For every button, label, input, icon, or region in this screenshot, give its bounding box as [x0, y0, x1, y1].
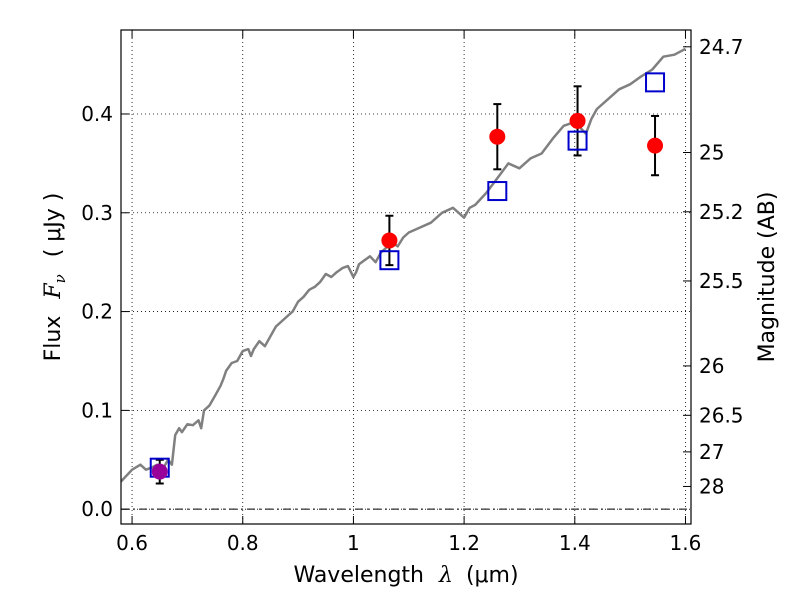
grid-lines — [121, 30, 691, 524]
observed-photometry-point — [381, 232, 398, 249]
x-axis-label-text: Wavelength — [293, 563, 424, 588]
magnitude-tick-label: 25.2 — [699, 200, 744, 224]
model-photometry-square — [567, 130, 588, 151]
observed-photometry-point — [151, 463, 168, 480]
y-tick-label: 0.0 — [81, 497, 113, 521]
y-tick-label: 0.3 — [81, 201, 113, 225]
y-axis-label-unit: ( μJy ) — [41, 193, 66, 258]
observed-photometry-point — [647, 137, 664, 154]
model-photometry-square — [645, 72, 666, 93]
y-tick-label: 0.4 — [81, 102, 113, 126]
magnitude-tick-label: 28 — [699, 474, 724, 498]
observed-photometry-point — [489, 128, 506, 145]
x-axis-label: Wavelength λ (μm) — [293, 563, 518, 588]
x-tick-label: 1.2 — [448, 531, 480, 555]
x-axis-label-unit: (μm) — [466, 563, 519, 588]
error-bars — [155, 85, 660, 485]
magnitude-tick-label: 26 — [699, 354, 724, 378]
x-tick-label: 1.6 — [670, 531, 702, 555]
magnitude-tick-label: 25 — [699, 141, 724, 165]
x-axis-label-symbol: λ — [438, 563, 453, 588]
magnitude-axis-label: Magnitude (AB) — [755, 192, 780, 363]
x-tick-label: 1 — [347, 531, 360, 555]
x-tick-label: 0.8 — [227, 531, 259, 555]
y-axis-label-text: Flux — [41, 316, 66, 362]
magnitude-tick-label: 24.7 — [699, 35, 744, 59]
y-axis-label: Flux Fν ( μJy ) — [41, 193, 71, 362]
magnitude-tick-label: 26.5 — [699, 403, 744, 427]
plot-frame — [120, 29, 692, 525]
magnitude-tick-label: 25.5 — [699, 269, 744, 293]
model-spectrum-line — [121, 47, 687, 483]
model-photometry-square — [379, 250, 400, 271]
x-tick-label: 0.6 — [116, 531, 148, 555]
y-axis-label-symbol: F — [41, 283, 66, 300]
x-tick-label: 1.4 — [559, 531, 591, 555]
magnitude-axis-ticks: 24.7 25 25.2 25.5 26 26.5 27 28 — [683, 35, 744, 498]
observed-photometry-point — [569, 112, 586, 129]
x-axis-ticks: 0.6 0.8 1 1.2 1.4 1.6 — [116, 30, 701, 555]
y-axis-label-subscript: ν — [51, 274, 69, 283]
observed-photometry-points — [151, 112, 664, 480]
y-axis-ticks: 0.0 0.1 0.2 0.3 0.4 — [81, 102, 129, 521]
model-photometry-points — [149, 72, 666, 478]
y-tick-label: 0.2 — [81, 300, 113, 324]
y-tick-label: 0.1 — [81, 398, 113, 422]
magnitude-tick-label: 27 — [699, 440, 724, 464]
model-photometry-square — [487, 181, 508, 202]
